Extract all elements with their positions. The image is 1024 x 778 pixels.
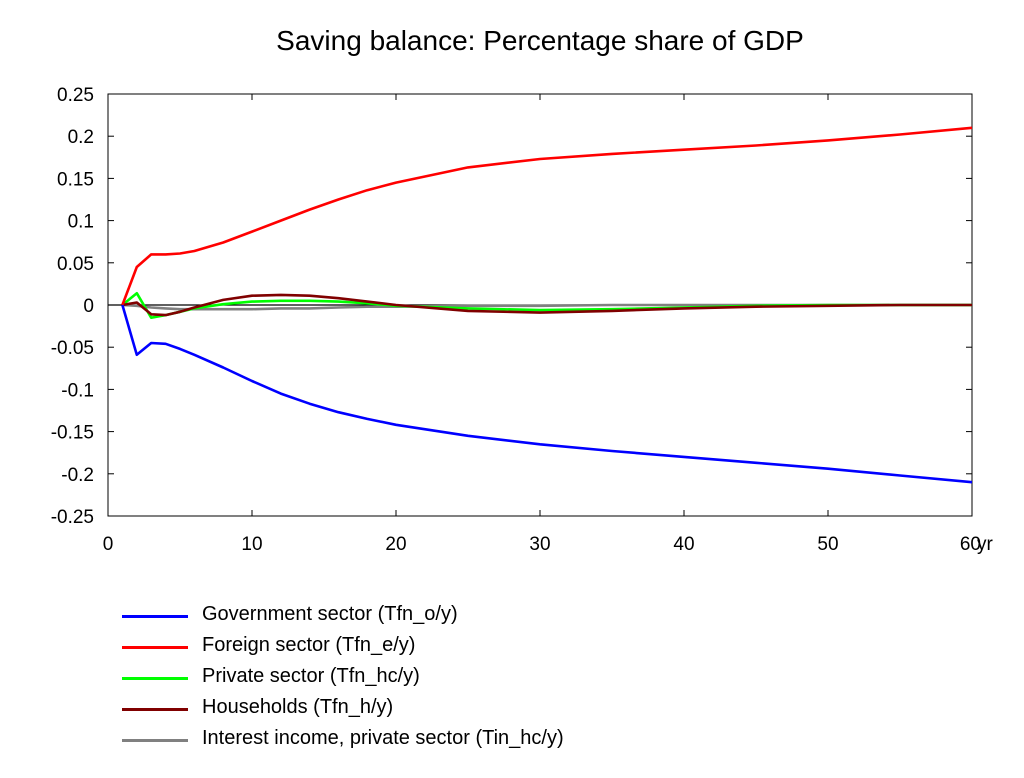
x-tick-label: 60 (960, 534, 981, 555)
x-tick-label: 20 (385, 534, 406, 555)
axes: 0.25 0.2 0.15 0.1 0.05 0 -0.05 -0.1 -0.15 -0.2 -0.… (51, 85, 994, 555)
y-tick-label: -0.15 (51, 423, 94, 444)
y-tick-label: -0.25 (51, 507, 94, 528)
x-tick-label: 10 (241, 534, 262, 555)
plot-lines (121, 126, 973, 484)
series-line-4 (122, 293, 972, 317)
legend-swatch (122, 646, 188, 649)
y-tick-label: 0.1 (68, 212, 94, 233)
series-line-1 (121, 304, 973, 484)
y-tick-label: -0.2 (61, 465, 94, 486)
legend-label: Foreign sector (Tfn_e/y) (202, 634, 416, 656)
x-tick-label: 50 (817, 534, 838, 555)
legend-swatch (122, 708, 188, 711)
y-tick-label: -0.05 (51, 338, 94, 359)
y-tick-label: 0.2 (68, 127, 94, 148)
x-tick-label: 30 (529, 534, 550, 555)
y-tick-label: 0.05 (57, 254, 94, 275)
series-line-2 (121, 126, 973, 306)
y-tick-label: 0.25 (57, 85, 94, 106)
legend-label: Private sector (Tfn_hc/y) (202, 665, 420, 687)
x-tick-label: 0 (103, 534, 114, 555)
legend-swatch (122, 739, 188, 742)
legend-label: Households (Tfn_h/y) (202, 696, 394, 718)
series-line-5 (122, 303, 972, 311)
x-tick-label: 40 (673, 534, 694, 555)
legend-label: Government sector (Tfn_o/y) (202, 603, 458, 625)
y-tick-label: 0 (83, 296, 94, 317)
legend-swatch (122, 677, 188, 680)
line-chart: Saving balance: Percentage share of GDP … (51, 25, 994, 555)
chart-title: Saving balance: Percentage share of GDP (276, 25, 804, 56)
x-axis-unit: yr (977, 534, 994, 555)
legend-label: Interest income, private sector (Tin_hc/… (202, 727, 564, 749)
y-tick-label: 0.15 (57, 169, 94, 190)
legend-swatch (122, 615, 188, 618)
y-tick-label: -0.1 (61, 380, 94, 401)
